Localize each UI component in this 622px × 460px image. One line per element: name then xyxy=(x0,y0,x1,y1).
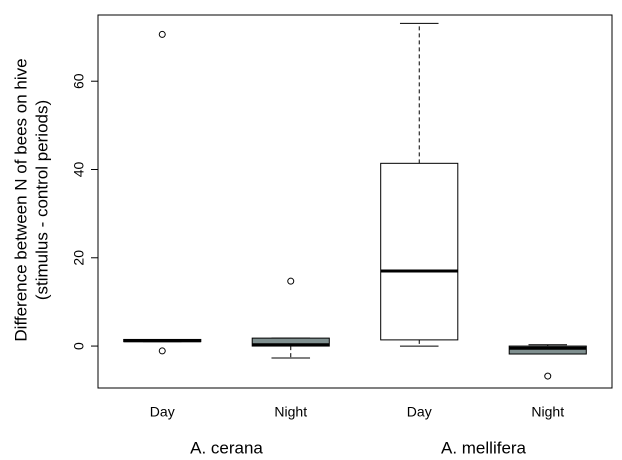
box xyxy=(508,345,587,355)
box-group xyxy=(123,30,202,355)
plot-frame xyxy=(97,14,613,389)
group-label: A. mellifera xyxy=(441,438,527,457)
y-tick-label: 0 xyxy=(71,342,87,350)
y-label-line: (stimulus - control periods) xyxy=(32,100,51,300)
outlier xyxy=(287,277,295,285)
box-group xyxy=(251,277,330,359)
box-group xyxy=(380,22,459,347)
y-tick-label: 20 xyxy=(71,250,87,266)
x-tick-label: Night xyxy=(274,404,307,420)
x-tick-label: Day xyxy=(150,404,175,420)
y-tick-label: 60 xyxy=(71,73,87,89)
outlier xyxy=(158,30,166,38)
box xyxy=(380,162,459,341)
group-label: A. cerana xyxy=(190,438,263,457)
outlier xyxy=(158,347,166,355)
x-tick-label: Day xyxy=(407,404,432,420)
y-axis-title: Difference between N of bees on hive (st… xyxy=(11,58,51,341)
box-group xyxy=(508,344,587,380)
outlier xyxy=(544,372,552,380)
y-tick-label: 40 xyxy=(71,161,87,177)
y-label-line: Difference between N of bees on hive xyxy=(11,58,30,341)
x-tick-label: Night xyxy=(531,404,564,420)
